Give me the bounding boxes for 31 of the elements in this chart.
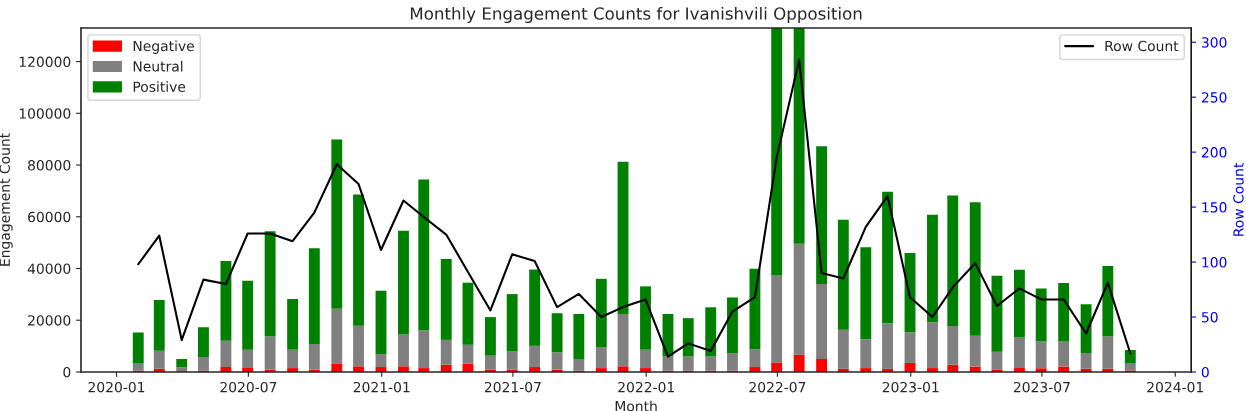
y2-tick-label: 100 bbox=[1202, 257, 1227, 268]
y2-tick-label: 50 bbox=[1201, 311, 1218, 323]
x-axis-title: Month bbox=[615, 400, 657, 411]
y-tick-label: 100000 bbox=[19, 108, 71, 119]
legend-label: Row Count bbox=[1105, 40, 1179, 52]
x-tick-label: 2022-07 bbox=[749, 381, 806, 393]
legend-label: Neutral bbox=[133, 60, 183, 72]
y2-tick-label: 150 bbox=[1202, 202, 1227, 213]
y2-tick-label: 300 bbox=[1201, 37, 1227, 48]
legend-label: Negative bbox=[133, 40, 194, 54]
chart-title: Monthly Engagement Counts for Ivanishvili Opposition bbox=[410, 6, 862, 24]
x-tick-label: 2023-07 bbox=[1013, 381, 1070, 393]
y-tick-label: 120000 bbox=[19, 56, 71, 68]
y-tick-label: 80000 bbox=[28, 160, 71, 171]
y2-tick-label: 250 bbox=[1201, 92, 1227, 103]
x-tick-label: 2024-01 bbox=[1147, 381, 1203, 393]
x-tick-label: 2023-01 bbox=[882, 381, 939, 393]
y2-tick-label: 200 bbox=[1201, 147, 1227, 158]
x-tick-label: 2021-07 bbox=[484, 381, 541, 393]
y-axis-title: Engagement Count bbox=[0, 133, 13, 266]
y-tick-label: 60000 bbox=[28, 211, 71, 223]
x-tick-label: 2021-01 bbox=[353, 381, 410, 393]
x-tick-label: 2022-01 bbox=[618, 381, 674, 393]
x-tick-label: 2020-01 bbox=[88, 381, 145, 393]
y2-axis-title: Row Count bbox=[1233, 163, 1244, 236]
y-tick-label: 20000 bbox=[28, 315, 71, 326]
legend-label: Positive bbox=[133, 81, 186, 92]
x-tick-label: 2020-07 bbox=[220, 381, 277, 393]
y2-tick-label: 0 bbox=[1201, 366, 1209, 378]
y-tick-label: 40000 bbox=[27, 263, 71, 274]
y-tick-label: 0 bbox=[63, 366, 71, 378]
